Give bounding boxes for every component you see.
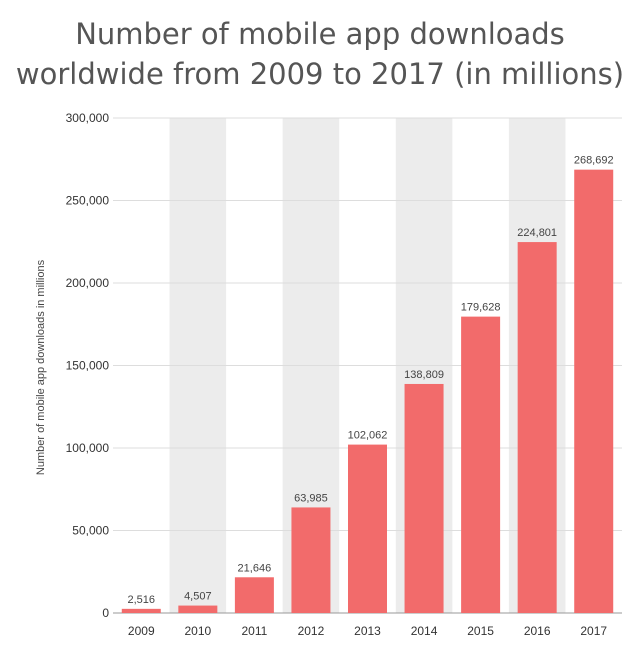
chart-title-line-2: worldwide from 2009 to 2017 (in millions… <box>15 57 625 91</box>
bar-2011 <box>234 577 274 613</box>
y-axis-ticks: 0 50,000 100,000 150,000 200,000 250,000 300,0… <box>66 111 110 620</box>
y-tick-label: 200,000 <box>66 276 110 290</box>
data-label-2017: 268,692 <box>574 155 614 167</box>
data-label-2011: 21,646 <box>238 562 272 574</box>
data-label-2012: 63,985 <box>294 492 328 504</box>
x-tick-label-2011: 2011 <box>241 624 267 638</box>
data-label-2010: 4,507 <box>184 591 212 603</box>
bar-2012 <box>291 507 331 613</box>
bar-2010 <box>178 605 218 613</box>
x-tick-label-2010: 2010 <box>184 624 211 638</box>
data-label-2016: 224,801 <box>517 227 557 239</box>
bar-2016 <box>517 242 557 613</box>
bar-2013 <box>348 444 387 613</box>
y-tick-label: 150,000 <box>66 359 110 373</box>
chart-title-line-1: Number of mobile app downloads <box>75 17 565 51</box>
chart-title: Number of mobile app downloads worldwide… <box>0 14 640 94</box>
data-label-2009: 2,516 <box>128 594 156 606</box>
x-tick-label-2012: 2012 <box>298 624 325 638</box>
x-tick-label-2015: 2015 <box>467 624 494 638</box>
data-labels: 2,516 4,507 21,646 63,985 102,062 138,809 179,… <box>128 155 614 606</box>
bars <box>121 169 614 613</box>
y-tick-label: 250,000 <box>66 194 110 208</box>
bar-2015 <box>461 316 501 613</box>
bar-2017 <box>574 169 614 613</box>
x-tick-label-2014: 2014 <box>411 624 438 638</box>
bar-2014 <box>404 383 444 613</box>
data-label-2015: 179,628 <box>461 302 501 314</box>
x-tick-label-2013: 2013 <box>354 624 381 638</box>
y-tick-label: 100,000 <box>66 441 110 455</box>
x-tick-label-2016: 2016 <box>524 624 551 638</box>
y-axis-label: Number of mobile app downloads in millio… <box>35 259 47 475</box>
data-label-2013: 102,062 <box>348 430 388 442</box>
y-tick-label: 50,000 <box>72 524 109 538</box>
y-tick-label: 300,000 <box>66 111 110 125</box>
bar-2009 <box>121 608 161 613</box>
y-tick-label: 0 <box>102 606 109 620</box>
data-label-2014: 138,809 <box>404 369 444 381</box>
x-axis-ticks: 2009 2010 2011 2012 2013 2014 2015 2016 2017 <box>128 624 607 638</box>
x-tick-label-2009: 2009 <box>128 624 155 638</box>
x-tick-label-2017: 2017 <box>580 624 607 638</box>
